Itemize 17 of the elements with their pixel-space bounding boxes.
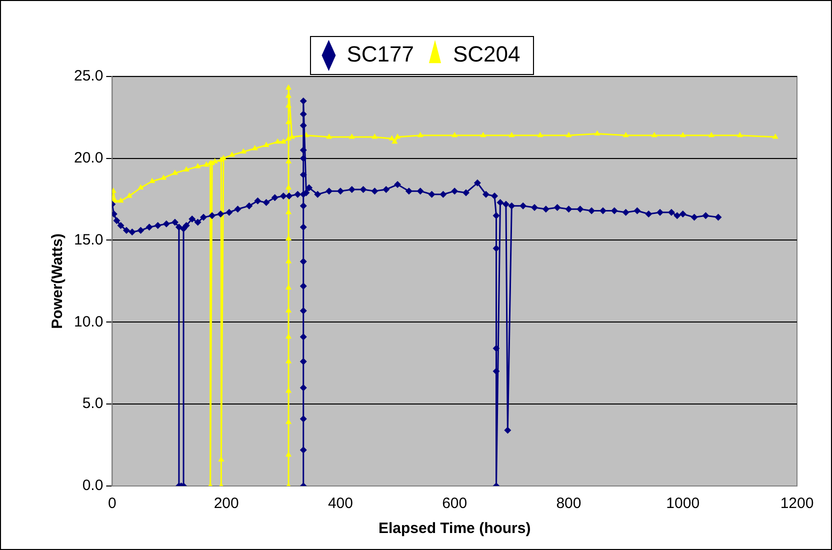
- y-tick-label: 0.0: [82, 477, 104, 494]
- x-tick-label: 800: [556, 495, 582, 512]
- x-tick-label: 400: [328, 495, 353, 512]
- y-tick-label: 15.0: [74, 231, 104, 248]
- x-tick-label: 200: [214, 495, 239, 512]
- x-tick-label: 0: [108, 495, 116, 512]
- legend-label: SC204: [453, 41, 520, 66]
- x-tick-label: 1000: [666, 495, 700, 512]
- legend-label: SC177: [346, 41, 414, 66]
- y-tick-label: 25.0: [74, 68, 104, 85]
- x-tick-label: 1200: [780, 495, 814, 512]
- x-tick-label: 600: [442, 495, 468, 512]
- y-tick-label: 5.0: [82, 395, 104, 412]
- y-axis-title: Power(Watts): [49, 234, 66, 329]
- y-tick-label: 20.0: [74, 149, 104, 166]
- x-axis-title: Elapsed Time (hours): [378, 520, 531, 538]
- y-tick-label: 10.0: [74, 313, 104, 330]
